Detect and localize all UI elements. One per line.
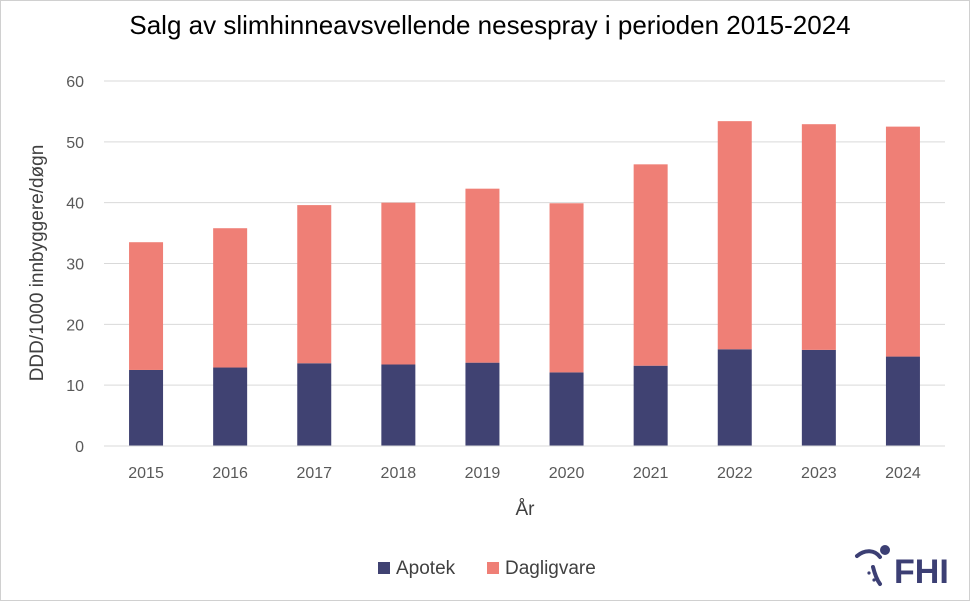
bar-dagligvare-2018 <box>381 202 416 365</box>
legend-swatch-apotek <box>378 562 390 574</box>
bar-dagligvare-2017 <box>297 205 332 364</box>
fhi-logo-icon <box>855 545 890 586</box>
bar-dagligvare-2015 <box>129 242 164 370</box>
x-tick-label: 2020 <box>549 465 585 482</box>
x-tick-label: 2017 <box>296 465 332 482</box>
x-axis-label: År <box>516 499 536 520</box>
bar-dagligvare-2020 <box>549 203 584 373</box>
bars <box>129 121 920 446</box>
x-tick-label: 2018 <box>381 465 417 482</box>
bar-apotek-2016 <box>213 367 248 446</box>
bar-apotek-2024 <box>885 356 920 446</box>
fhi-logo-text: FHI <box>894 553 949 591</box>
y-tick-label: 20 <box>66 317 84 334</box>
x-tick-label: 2023 <box>801 465 837 482</box>
bar-dagligvare-2024 <box>885 126 920 357</box>
y-tick-label: 40 <box>66 196 84 213</box>
bar-apotek-2018 <box>381 364 416 446</box>
y-tick-label: 60 <box>66 74 84 91</box>
legend-swatch-dagligvare <box>487 562 499 574</box>
x-tick-label: 2024 <box>885 465 921 482</box>
bar-dagligvare-2019 <box>465 188 500 363</box>
x-axis-ticks: 2015 2016 2017 2018 2019 2020 2021 2022 2023 2024 <box>128 465 921 482</box>
fhi-logo: FHI <box>855 545 949 591</box>
legend: Apotek Dagligvare <box>378 558 596 579</box>
bar-apotek-2019 <box>465 362 500 446</box>
legend-label-apotek: Apotek <box>396 558 456 579</box>
x-tick-label: 2021 <box>633 465 669 482</box>
bar-apotek-2021 <box>633 365 668 446</box>
bar-apotek-2017 <box>297 363 332 446</box>
bar-dagligvare-2016 <box>213 228 248 368</box>
bar-dagligvare-2021 <box>633 164 668 366</box>
y-axis-label: DDD/1000 innbyggere/døgn <box>27 145 48 382</box>
x-tick-label: 2019 <box>465 465 501 482</box>
chart-title: Salg av slimhinneavsvellende nesespray i… <box>129 10 850 40</box>
legend-label-dagligvare: Dagligvare <box>505 558 596 579</box>
bar-dagligvare-2023 <box>801 124 836 350</box>
bar-dagligvare-2022 <box>717 121 752 350</box>
x-tick-label: 2015 <box>128 465 164 482</box>
x-tick-label: 2022 <box>717 465 753 482</box>
y-axis-ticks: 0 10 20 30 40 50 60 <box>66 74 84 456</box>
y-tick-label: 0 <box>75 439 84 456</box>
y-tick-label: 30 <box>66 257 84 274</box>
bar-apotek-2020 <box>549 372 584 446</box>
y-tick-label: 10 <box>66 378 84 395</box>
x-tick-label: 2016 <box>212 465 248 482</box>
bar-apotek-2022 <box>717 349 752 446</box>
y-tick-label: 50 <box>66 135 84 152</box>
bar-apotek-2023 <box>801 349 836 446</box>
bar-apotek-2015 <box>129 369 164 446</box>
